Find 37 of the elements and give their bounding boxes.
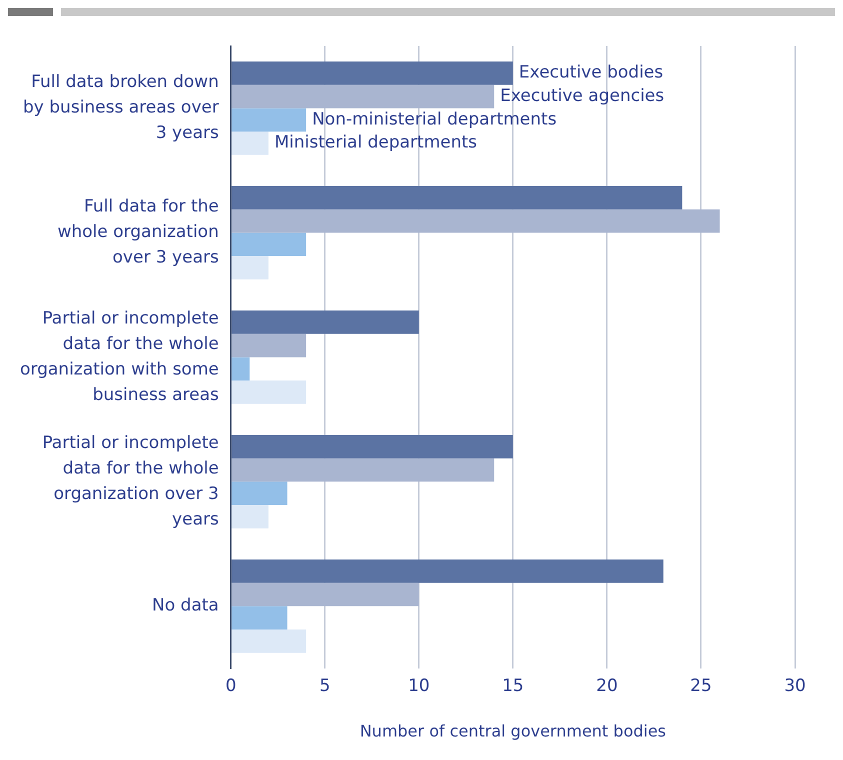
bar: [232, 256, 268, 280]
bar: [232, 209, 720, 233]
bar: [232, 232, 306, 256]
bar: [232, 482, 288, 506]
bar: [232, 357, 250, 381]
x-tick-label: 5: [319, 676, 330, 696]
bar: [232, 84, 494, 108]
x-tick-label: 20: [596, 676, 618, 696]
bar: [232, 62, 513, 85]
x-tick-label: 0: [225, 676, 236, 696]
y-tick-label: Partial or incomplete data for the whole organization with some business areas: [20, 308, 219, 405]
x-tick-label: 30: [784, 676, 806, 696]
bar: [232, 458, 494, 482]
bar: [232, 108, 306, 132]
series-label: Ministerial departments: [274, 132, 478, 153]
bar: [232, 334, 306, 358]
x-tick-label: 25: [690, 676, 712, 696]
bar: [232, 310, 419, 334]
series-label: Non-ministerial departments: [312, 109, 557, 130]
bar: [232, 380, 306, 404]
y-tick-label: Partial or incomplete data for the whole organization over 3 years: [42, 432, 219, 530]
y-tick-label: Full data broken down by business areas over 3 years: [23, 72, 219, 144]
bar: [232, 435, 513, 458]
bar: [232, 132, 268, 155]
x-axis-title: Number of central government bodies: [360, 722, 666, 741]
bar: [232, 582, 419, 606]
x-tick-label: 15: [502, 676, 524, 696]
bar: [232, 505, 268, 528]
bar: [232, 559, 664, 583]
x-tick-label: 10: [408, 676, 430, 696]
bar: [232, 630, 306, 653]
series-label: Executive agencies: [500, 86, 664, 106]
y-tick-label: Full data for the whole organization over 3 years: [57, 196, 219, 268]
bar: [232, 186, 682, 210]
series-label: Executive bodies: [518, 62, 664, 83]
y-tick-label: No data: [152, 596, 219, 616]
bar: [232, 606, 288, 630]
